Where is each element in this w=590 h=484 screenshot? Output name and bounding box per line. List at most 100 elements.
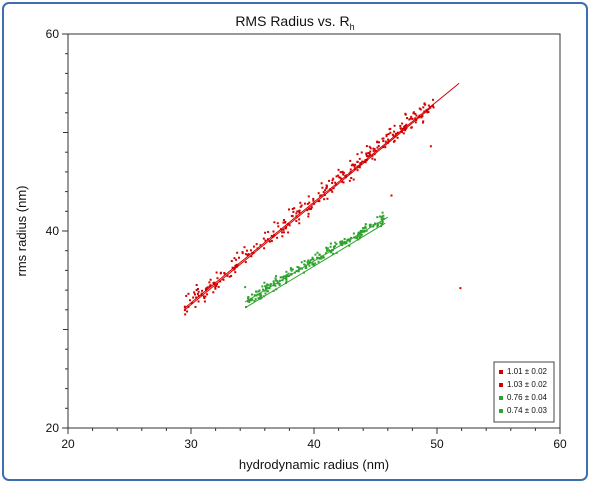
- legend: 1.01 ± 0.02 1.03 ± 0.02 0.76 ± 0.04 0.74 ± …: [493, 361, 555, 423]
- data-point: [414, 112, 417, 115]
- data-point: [342, 181, 345, 184]
- data-point: [184, 313, 187, 316]
- x-tick-label: 20: [61, 437, 75, 451]
- data-point: [374, 222, 377, 225]
- data-point: [298, 222, 301, 225]
- data-point: [282, 276, 285, 279]
- data-point: [367, 155, 370, 158]
- y-tick-label: 20: [46, 421, 60, 435]
- data-point: [421, 121, 424, 124]
- data-point: [332, 245, 335, 248]
- data-point: [368, 154, 371, 157]
- data-point: [335, 243, 338, 246]
- data-point: [412, 112, 415, 115]
- data-point: [255, 243, 258, 246]
- data-point: [237, 256, 240, 259]
- data-point: [262, 237, 265, 240]
- data-point: [215, 284, 218, 287]
- data-point: [201, 289, 204, 292]
- data-point: [348, 240, 351, 243]
- data-point: [332, 177, 335, 180]
- data-point: [404, 112, 407, 115]
- data-point: [326, 249, 329, 252]
- data-point: [396, 136, 399, 139]
- data-point: [223, 272, 226, 275]
- data-point: [378, 215, 381, 218]
- data-point: [212, 282, 215, 285]
- data-point: [373, 158, 376, 161]
- data-point: [427, 111, 430, 114]
- data-point: [323, 198, 326, 201]
- data-point: [380, 216, 383, 219]
- data-point: [281, 231, 284, 234]
- data-point: [382, 140, 385, 143]
- data-point: [349, 236, 352, 239]
- data-point: [422, 106, 425, 109]
- data-point: [319, 194, 322, 197]
- legend-label: 1.01 ± 0.02: [507, 367, 548, 376]
- data-point: [322, 191, 325, 194]
- data-point: [429, 145, 432, 148]
- data-point: [356, 169, 359, 172]
- data-point: [206, 293, 209, 296]
- data-point: [194, 293, 197, 296]
- data-point: [234, 271, 237, 274]
- data-point: [282, 275, 285, 278]
- data-point: [195, 296, 198, 299]
- data-point: [257, 297, 260, 300]
- data-point: [263, 247, 266, 250]
- data-point: [217, 285, 220, 288]
- data-point: [275, 279, 278, 282]
- data-point: [246, 249, 249, 252]
- data-point: [261, 285, 264, 288]
- data-point: [385, 135, 388, 138]
- data-point: [309, 259, 312, 262]
- data-point: [253, 294, 256, 297]
- legend-marker: [499, 396, 503, 400]
- data-point: [348, 179, 351, 182]
- data-point: [339, 241, 342, 244]
- fit-line: [244, 216, 389, 303]
- data-point: [356, 153, 359, 156]
- data-point: [362, 227, 365, 230]
- data-point: [372, 149, 375, 152]
- data-point: [393, 124, 396, 127]
- legend-box: [493, 361, 555, 423]
- data-point: [208, 285, 211, 288]
- data-point: [209, 284, 212, 287]
- data-point: [403, 125, 406, 128]
- data-point: [331, 179, 334, 182]
- data-point: [320, 182, 323, 185]
- data-point: [259, 293, 262, 296]
- data-point: [379, 222, 382, 225]
- y-axis-label: rms radius (nm): [14, 185, 29, 276]
- data-point: [235, 258, 238, 261]
- data-point: [203, 300, 206, 303]
- data-point: [298, 209, 301, 212]
- data-point: [272, 280, 275, 283]
- data-point: [241, 251, 244, 254]
- data-point: [368, 152, 371, 155]
- data-point: [335, 175, 338, 178]
- data-point: [244, 253, 247, 256]
- data-point: [352, 232, 355, 235]
- data-point: [391, 133, 394, 136]
- data-point: [368, 153, 371, 156]
- data-point: [317, 200, 320, 203]
- data-point: [264, 285, 267, 288]
- plot-area: [67, 33, 561, 429]
- data-point: [296, 265, 299, 268]
- data-point: [350, 176, 353, 179]
- data-point: [394, 132, 397, 135]
- data-point: [257, 290, 260, 293]
- data-point: [365, 153, 368, 156]
- data-point: [304, 266, 307, 269]
- data-point: [329, 251, 332, 254]
- data-point: [311, 256, 314, 259]
- data-point: [254, 298, 257, 301]
- data-point: [339, 176, 342, 179]
- data-point: [299, 201, 302, 204]
- data-point: [356, 160, 359, 163]
- data-point: [282, 221, 285, 224]
- data-point: [368, 223, 371, 226]
